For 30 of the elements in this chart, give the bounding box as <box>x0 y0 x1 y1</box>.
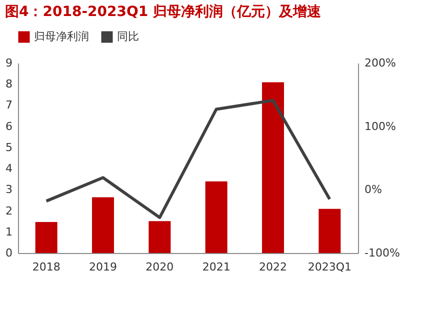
bar <box>318 208 341 253</box>
y-tick-label: 8 <box>6 78 12 91</box>
y-tick-label: 7 <box>6 98 12 112</box>
x-tick-label: 2023Q1 <box>308 260 352 274</box>
y2-tick-label: 100% <box>364 120 396 133</box>
x-tick-label: 2022 <box>259 260 287 274</box>
y2-tick-label: -100% <box>364 246 400 260</box>
y-tick-label: 4 <box>6 162 12 176</box>
y2-tick-label: 200% <box>364 56 396 70</box>
y-tick-label: 3 <box>6 183 12 196</box>
bar <box>262 82 284 253</box>
legend-label: 同比 <box>117 30 139 43</box>
x-tick-label: 2020 <box>146 260 174 274</box>
line-series <box>44 98 332 220</box>
y-tick-label: 9 <box>6 56 12 70</box>
bar <box>148 221 171 253</box>
legend-label: 归母净利润 <box>34 30 89 43</box>
bar <box>92 197 114 253</box>
bar <box>205 181 228 253</box>
y-tick-label: 5 <box>6 140 12 154</box>
y-tick-label: 2 <box>6 204 12 218</box>
x-tick-label: 2019 <box>89 260 117 274</box>
y-tick-label: 1 <box>6 225 12 238</box>
bar <box>35 222 58 253</box>
chart-title: 图4：2018-2023Q1 归母净利润（亿元）及增速 <box>5 3 322 20</box>
y2-tick-label: 0% <box>364 183 382 196</box>
y-tick-label: 0 <box>6 246 12 260</box>
x-tick-label: 2021 <box>202 260 230 274</box>
y-tick-label: 6 <box>6 120 12 133</box>
x-tick-label: 2018 <box>32 260 60 274</box>
